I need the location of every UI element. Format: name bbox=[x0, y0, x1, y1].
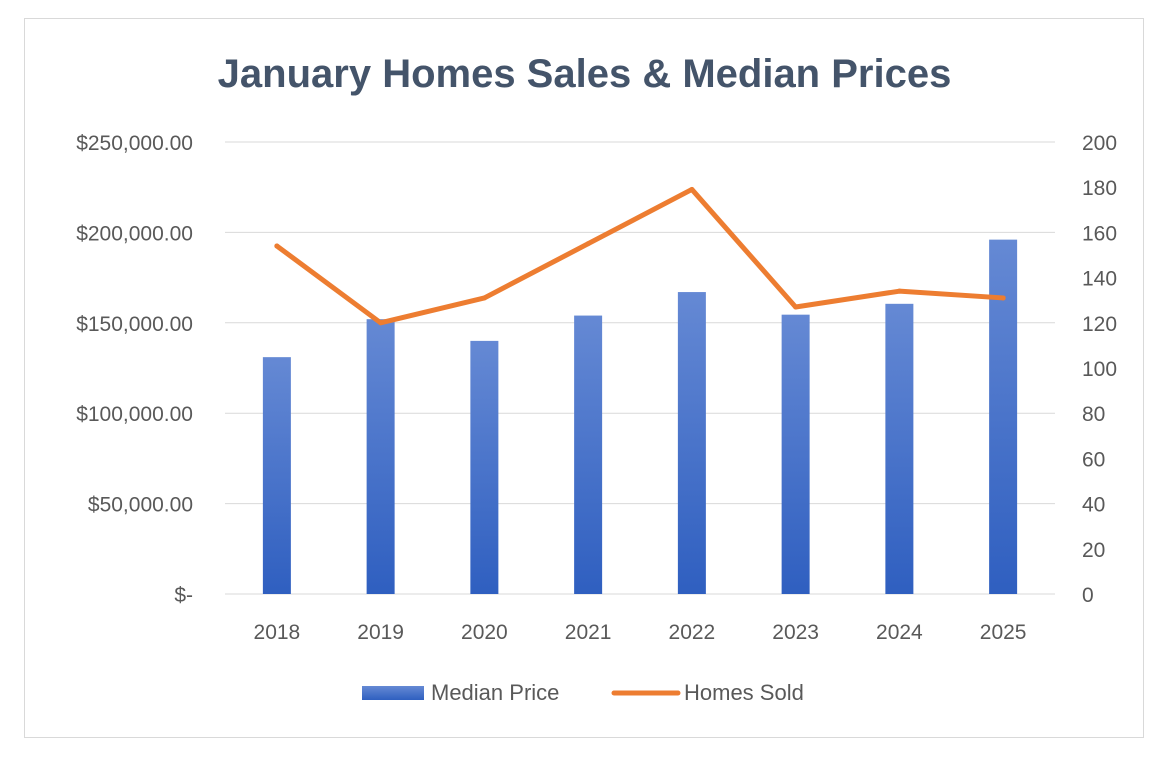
y-right-tick-label: 140 bbox=[1082, 268, 1117, 291]
y-left-tick-label: $200,000.00 bbox=[76, 222, 193, 245]
x-tick-label: 2018 bbox=[254, 621, 301, 644]
y-left-tick-label: $250,000.00 bbox=[76, 132, 193, 155]
y-left-tick-label: $150,000.00 bbox=[76, 313, 193, 336]
y-right-tick-label: 60 bbox=[1082, 448, 1105, 471]
point-homes-sold-2018 bbox=[274, 243, 280, 249]
x-tick-label: 2023 bbox=[772, 621, 819, 644]
point-homes-sold-2021 bbox=[585, 241, 591, 247]
chart-title: January Homes Sales & Median Prices bbox=[217, 52, 952, 96]
point-homes-sold-2023 bbox=[793, 304, 799, 310]
y-left-tick-label: $100,000.00 bbox=[76, 403, 193, 426]
legend-swatch-median-price bbox=[362, 686, 424, 700]
y-right-tick-label: 80 bbox=[1082, 403, 1105, 426]
bar-median-price-2018 bbox=[262, 357, 291, 594]
line-homes-sold bbox=[274, 186, 1006, 326]
point-homes-sold-2019 bbox=[378, 320, 384, 326]
y-right-tick-label: 0 bbox=[1082, 584, 1094, 607]
bar-median-price-2020 bbox=[470, 340, 499, 594]
bar-median-price-2024 bbox=[885, 303, 914, 594]
x-tick-label: 2025 bbox=[980, 621, 1027, 644]
bar-median-price-2023 bbox=[781, 314, 810, 594]
point-homes-sold-2022 bbox=[689, 186, 695, 192]
x-tick-label: 2024 bbox=[876, 621, 923, 644]
y-right-tick-label: 100 bbox=[1082, 358, 1117, 381]
bar-median-price-2022 bbox=[677, 292, 706, 594]
point-homes-sold-2020 bbox=[481, 295, 487, 301]
y-right-tick-label: 40 bbox=[1082, 494, 1105, 517]
y-right-tick-label: 200 bbox=[1082, 132, 1117, 155]
bar-median-price-2021 bbox=[574, 315, 603, 594]
y-right-tick-label: 160 bbox=[1082, 222, 1117, 245]
legend-label-median-price: Median Price bbox=[431, 680, 559, 705]
y-right-tick-label: 180 bbox=[1082, 177, 1117, 200]
x-tick-label: 2020 bbox=[461, 621, 508, 644]
y-right-tick-label: 120 bbox=[1082, 313, 1117, 336]
x-tick-label: 2021 bbox=[565, 621, 612, 644]
bar-median-price-2019 bbox=[366, 319, 395, 594]
point-homes-sold-2025 bbox=[1000, 295, 1006, 301]
y-left-tick-label: $- bbox=[174, 584, 193, 607]
legend-label-homes-sold: Homes Sold bbox=[684, 680, 804, 705]
y-right-tick-label: 20 bbox=[1082, 539, 1105, 562]
x-tick-label: 2019 bbox=[357, 621, 404, 644]
bar-median-price-2025 bbox=[989, 239, 1018, 594]
y-left-tick-label: $50,000.00 bbox=[88, 494, 193, 517]
x-tick-label: 2022 bbox=[669, 621, 716, 644]
point-homes-sold-2024 bbox=[896, 288, 902, 294]
